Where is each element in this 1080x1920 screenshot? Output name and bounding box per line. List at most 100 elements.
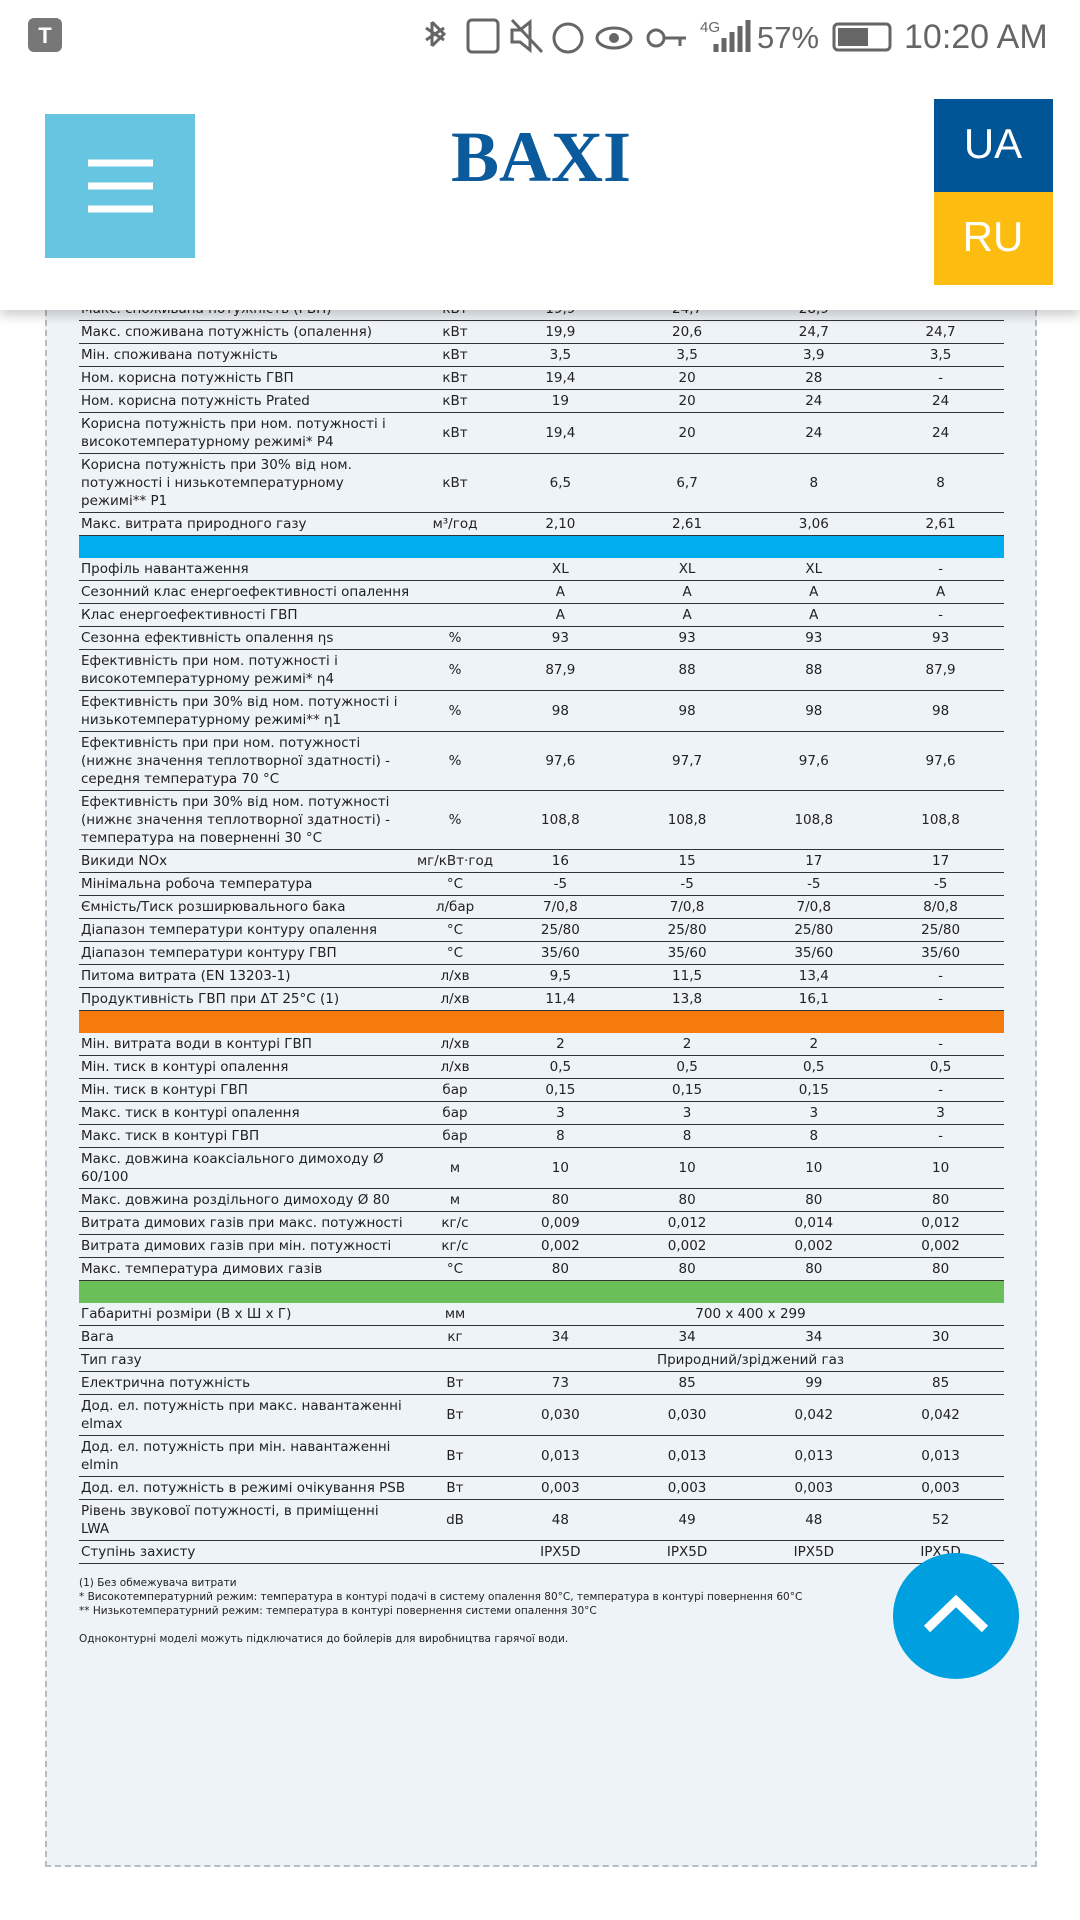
key-icon — [646, 28, 666, 48]
param-value: A — [750, 580, 878, 604]
param-label: Ступінь захисту — [79, 1540, 413, 1564]
param-unit: Вт — [413, 1476, 497, 1500]
lang-ru-label[interactable]: RU — [963, 213, 1024, 260]
spec-row: Макс. споживана потужність (опалення) кВт… — [79, 320, 1004, 344]
param-unit: м — [413, 1188, 497, 1212]
param-label: Ном. корисна потужність Prated — [79, 389, 413, 413]
param-unit: м — [413, 1147, 497, 1189]
param-value: 108,8 — [750, 790, 878, 850]
param-value: - — [877, 558, 1004, 581]
param-value: 20 — [623, 366, 751, 390]
param-value: - — [877, 1078, 1004, 1102]
param-unit: кг/с — [413, 1211, 497, 1235]
param-value: 8 — [877, 453, 1004, 513]
spec-row: Мін. витрата води в контурі ГВП л/хв 2 2 2- — [79, 1033, 1004, 1056]
param-value: 30 — [877, 1325, 1004, 1349]
param-value: 0,002 — [497, 1234, 624, 1258]
spec-row: Діапазон температури контуру ГВП °C 35/60 3… — [79, 941, 1004, 965]
param-value: 20 — [623, 389, 751, 413]
site-header: BAXI UA RU — [0, 75, 1080, 310]
logo[interactable]: BAXI — [451, 117, 631, 197]
param-label: Мін. тиск в контурі опалення — [79, 1055, 413, 1079]
param-unit: Вт — [413, 1371, 497, 1395]
param-value: 24 — [750, 389, 878, 413]
spec-panel: Макс. споживана потужність (ГВП)кВт19,92… — [45, 250, 1037, 1867]
param-value: 3 — [877, 1101, 1004, 1125]
param-value: 16 — [497, 849, 624, 873]
param-unit: % — [413, 790, 497, 850]
param-value: 19 — [497, 389, 624, 413]
param-value: 93 — [750, 626, 878, 650]
param-unit: °C — [413, 872, 497, 896]
param-value: 3,9 — [750, 343, 878, 367]
param-value: 93 — [877, 626, 1004, 650]
scroll-top-circle[interactable] — [893, 1553, 1019, 1679]
spec-row: Тип газу Природний/зріджений газ — [79, 1348, 1004, 1372]
param-value: 88 — [623, 649, 751, 691]
param-label: Викиди NOx — [79, 849, 413, 873]
param-unit: л/хв — [413, 1055, 497, 1079]
param-label: Ефективність при ном. потужності і висок… — [79, 649, 413, 691]
param-value: 0,012 — [877, 1211, 1004, 1235]
spec-row: Дод. ел. потужність в режимі очікування … — [79, 1476, 1004, 1500]
param-value: 0,002 — [623, 1234, 751, 1258]
footnote: (1) Без обмежувача витрати — [79, 1577, 237, 1589]
param-value: 8 — [623, 1124, 751, 1148]
param-unit: Вт — [413, 1394, 497, 1436]
param-value: 73 — [497, 1371, 624, 1395]
param-label: Макс. тиск в контурі ГВП — [79, 1124, 413, 1148]
param-unit: л/хв — [413, 1033, 497, 1056]
param-value: 2,61 — [877, 512, 1004, 536]
param-value: 98 — [623, 690, 751, 732]
lang-ru[interactable] — [934, 192, 1053, 285]
param-value: 35/60 — [877, 941, 1004, 965]
spec-row: Макс. тиск в контурі опалення бар 3 3 3 3 — [79, 1101, 1004, 1125]
param-value: 0,030 — [623, 1394, 751, 1436]
param-value: 48 — [750, 1499, 878, 1541]
param-unit: % — [413, 649, 497, 691]
param-value: 48 — [497, 1499, 624, 1541]
spec-row: Питома витрата (EN 13203-1) л/хв 9,5 11,5 13… — [79, 964, 1004, 988]
param-value: 0,5 — [623, 1055, 751, 1079]
param-value: 3 — [750, 1101, 878, 1125]
param-value: - — [877, 1124, 1004, 1148]
param-value: 0,002 — [750, 1234, 878, 1258]
param-value: 0,003 — [623, 1476, 751, 1500]
param-value: 3 — [623, 1101, 751, 1125]
spec-row: Ємність/Тиск розширювального бака л/бар 7/… — [79, 895, 1004, 919]
spec-row: Електрична потужність Вт 73 85 99 85 — [79, 1371, 1004, 1395]
spec-row: Викиди NOx мг/кВт·год 16 15 17 17 — [79, 849, 1004, 873]
param-value: 108,8 — [623, 790, 751, 850]
param-value: 24,7 — [750, 320, 878, 344]
spec-row: Мін. споживана потужність кВт 3,5 3,5 3,9 3,5 — [79, 343, 1004, 367]
lang-ua-label[interactable]: UA — [964, 120, 1022, 167]
param-label: Профіль навантаження — [79, 558, 413, 581]
param-value: 108,8 — [877, 790, 1004, 850]
scroll-top-button[interactable] — [891, 1551, 1021, 1681]
bluetooth-icon — [425, 20, 447, 48]
param-value: 3,5 — [877, 343, 1004, 367]
param-value: 25/80 — [750, 918, 878, 942]
spec-row: Профіль навантаження XL XL XL - — [79, 558, 1004, 581]
spec-table: Макс. споживана потужність (ГВП)кВт19,92… — [79, 298, 1004, 1564]
param-value: 3 — [497, 1101, 624, 1125]
spec-row: Витрата димових газів при макс. потужнос… — [79, 1211, 1004, 1235]
param-value: 97,6 — [750, 731, 878, 791]
param-label: Продуктивність ГВП при ΔT 25°C (1) — [79, 987, 413, 1011]
param-value: 98 — [750, 690, 878, 732]
param-value: 80 — [750, 1188, 878, 1212]
param-unit: кВт — [413, 389, 497, 413]
param-label: Витрата димових газів при мін. потужност… — [79, 1234, 413, 1258]
spec-row: Сезонний клас енергоефективності опаленн… — [79, 580, 1004, 604]
param-value: 0,014 — [750, 1211, 878, 1235]
teams-letter: T — [38, 23, 52, 48]
param-value: 0,003 — [497, 1476, 624, 1500]
param-label: Ємність/Тиск розширювального бака — [79, 895, 413, 919]
param-value: -5 — [623, 872, 751, 896]
param-value: 17 — [750, 849, 878, 873]
param-value: 0,009 — [497, 1211, 624, 1235]
param-value: - — [877, 1033, 1004, 1056]
lang-ua[interactable] — [934, 99, 1053, 192]
param-label: Електрична потужність — [79, 1371, 413, 1395]
param-value: 19,4 — [497, 412, 624, 454]
